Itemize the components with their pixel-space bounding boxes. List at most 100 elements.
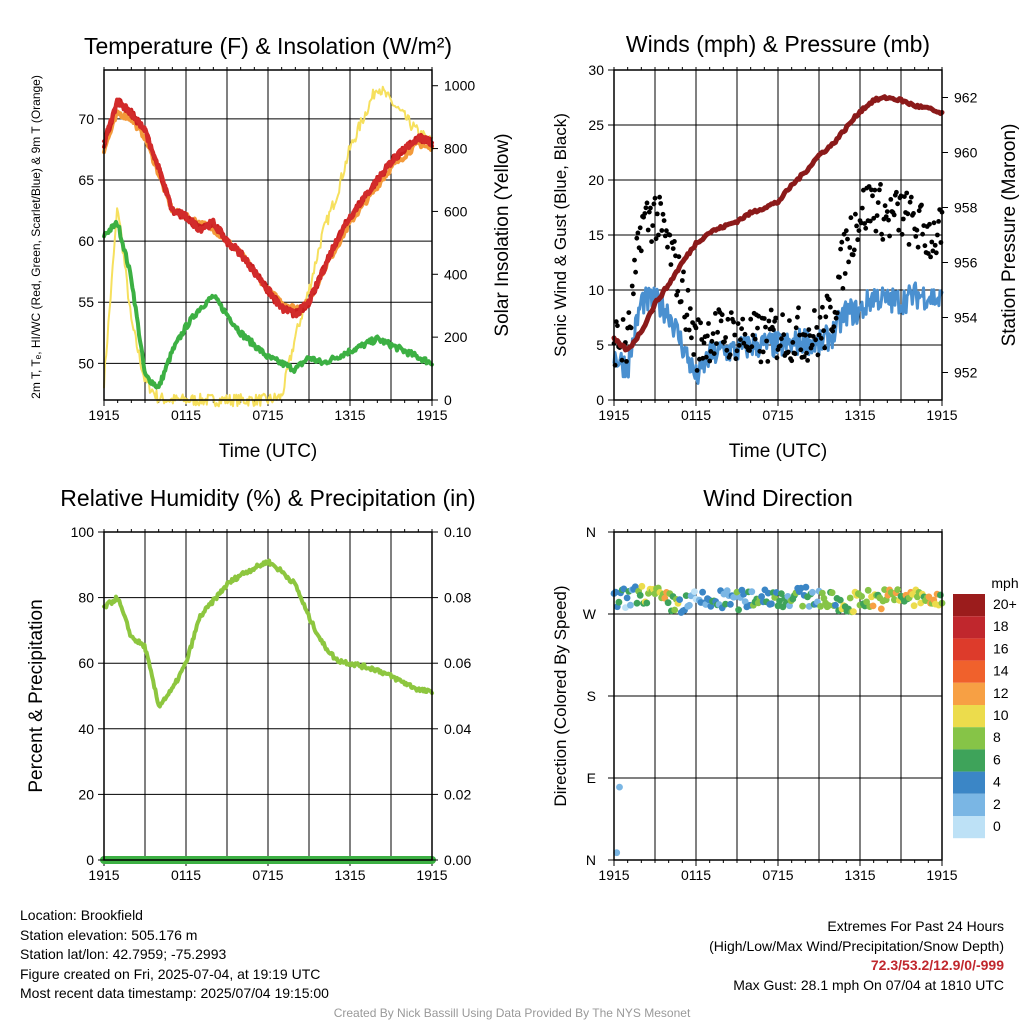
gust-point	[809, 342, 815, 348]
gust-point	[804, 350, 809, 356]
y-axis-label: Sonic Wind & Gust (Blue, Black)	[551, 113, 570, 357]
gust-point	[862, 221, 867, 226]
gust-point	[801, 354, 807, 360]
x-tick-label: 0715	[252, 407, 283, 423]
gust-point	[806, 327, 812, 332]
y-tick-label: 10	[588, 282, 604, 298]
colorbar-swatch	[953, 616, 985, 639]
gust-point	[793, 325, 799, 331]
gust-point	[802, 332, 808, 338]
direction-point	[682, 592, 690, 599]
direction-point	[776, 597, 783, 605]
direction-point	[741, 598, 749, 606]
gust-point	[755, 325, 760, 331]
gust-point	[817, 314, 823, 320]
gust-point	[878, 182, 883, 187]
x-tick-label: 1315	[844, 407, 875, 423]
gust-point	[764, 338, 769, 344]
gust-point	[936, 219, 941, 224]
gust-point	[796, 305, 801, 311]
gust-point	[758, 359, 764, 365]
direction-point	[864, 586, 872, 594]
colorbar-label: 12	[993, 685, 1009, 701]
gust-point	[719, 312, 725, 318]
direction-point	[850, 608, 857, 615]
gust-point	[914, 227, 920, 233]
gust-point	[760, 349, 766, 355]
gust-point	[855, 237, 861, 243]
gust-point	[877, 187, 882, 193]
gust-point	[652, 195, 658, 201]
x-tick-label: 0115	[171, 867, 201, 883]
panel-1: Temperature (F) & Insolation (W/m²)1915 0…	[29, 33, 513, 462]
y2-axis-label: Solar Insolation (Yellow)	[492, 133, 513, 336]
gust-point	[691, 352, 697, 357]
gust-point	[935, 232, 940, 238]
gust-point	[902, 194, 907, 200]
y-tick-label: 5	[596, 337, 604, 353]
direction-point	[623, 594, 631, 602]
gust-point	[620, 317, 626, 322]
y-tick-label: 0	[596, 392, 604, 408]
gust-point	[846, 259, 851, 265]
gust-point	[710, 331, 716, 336]
colorbar-label: 18	[993, 618, 1009, 634]
gust-point	[734, 348, 740, 354]
x-tick-label: 1915	[88, 867, 119, 883]
gust-point	[927, 221, 932, 227]
gust-point	[810, 334, 816, 339]
gust-point	[813, 337, 818, 343]
gust-point	[828, 304, 833, 310]
gust-point	[650, 223, 656, 229]
gust-point	[887, 233, 892, 239]
direction-point	[643, 599, 651, 607]
direction-point	[799, 602, 806, 610]
gust-point	[899, 231, 905, 237]
x-tick-label: 0715	[762, 407, 793, 423]
panel-title: Relative Humidity (%) & Precipitation (i…	[60, 485, 475, 511]
gust-point	[735, 321, 741, 326]
colorbar-label: 20+	[993, 596, 1017, 612]
y-tick-label: 0	[86, 852, 94, 868]
colorbar: mph 20+ 18 16 14 12 10 8 6 4 2 0	[953, 575, 1019, 839]
gust-point	[646, 209, 652, 215]
gust-point	[854, 223, 859, 229]
gust-point	[874, 213, 880, 219]
gust-point	[634, 235, 640, 241]
gust-point	[790, 340, 796, 345]
x-tick-label: 1915	[926, 407, 957, 423]
gust-point	[834, 310, 840, 316]
gust-point	[628, 325, 634, 331]
direction-point	[881, 586, 888, 593]
y2-tick-label: 956	[954, 255, 978, 271]
elevation-text: Station elevation: 505.176 m	[20, 926, 198, 943]
gust-point	[629, 283, 635, 289]
gust-point	[763, 324, 768, 330]
gust-point	[888, 197, 894, 202]
gust-point	[724, 347, 730, 353]
y-tick-label: 70	[78, 111, 94, 127]
gust-point	[718, 318, 724, 324]
gust-point	[908, 194, 914, 200]
gust-point	[632, 257, 637, 263]
gust-point	[773, 315, 779, 321]
gust-point	[789, 358, 795, 364]
direction-point	[802, 583, 810, 591]
created-text: Figure created on Fri, 2025-07-04, at 19…	[20, 965, 321, 982]
gust-point	[725, 316, 731, 322]
gust-point	[687, 306, 693, 311]
gust-point	[613, 319, 619, 325]
colorbar-swatch	[953, 638, 985, 661]
direction-point	[828, 589, 836, 597]
td-line	[102, 219, 434, 390]
direction-point	[664, 599, 672, 607]
gust-point	[879, 231, 884, 237]
gust-point	[665, 244, 670, 250]
y-tick-label: S	[587, 688, 596, 704]
colorbar-swatch	[953, 594, 985, 617]
gust-point	[826, 297, 832, 303]
colorbar-label: 0	[993, 818, 1001, 834]
credit-text: Created By Nick Bassill Using Data Provi…	[333, 1006, 691, 1020]
